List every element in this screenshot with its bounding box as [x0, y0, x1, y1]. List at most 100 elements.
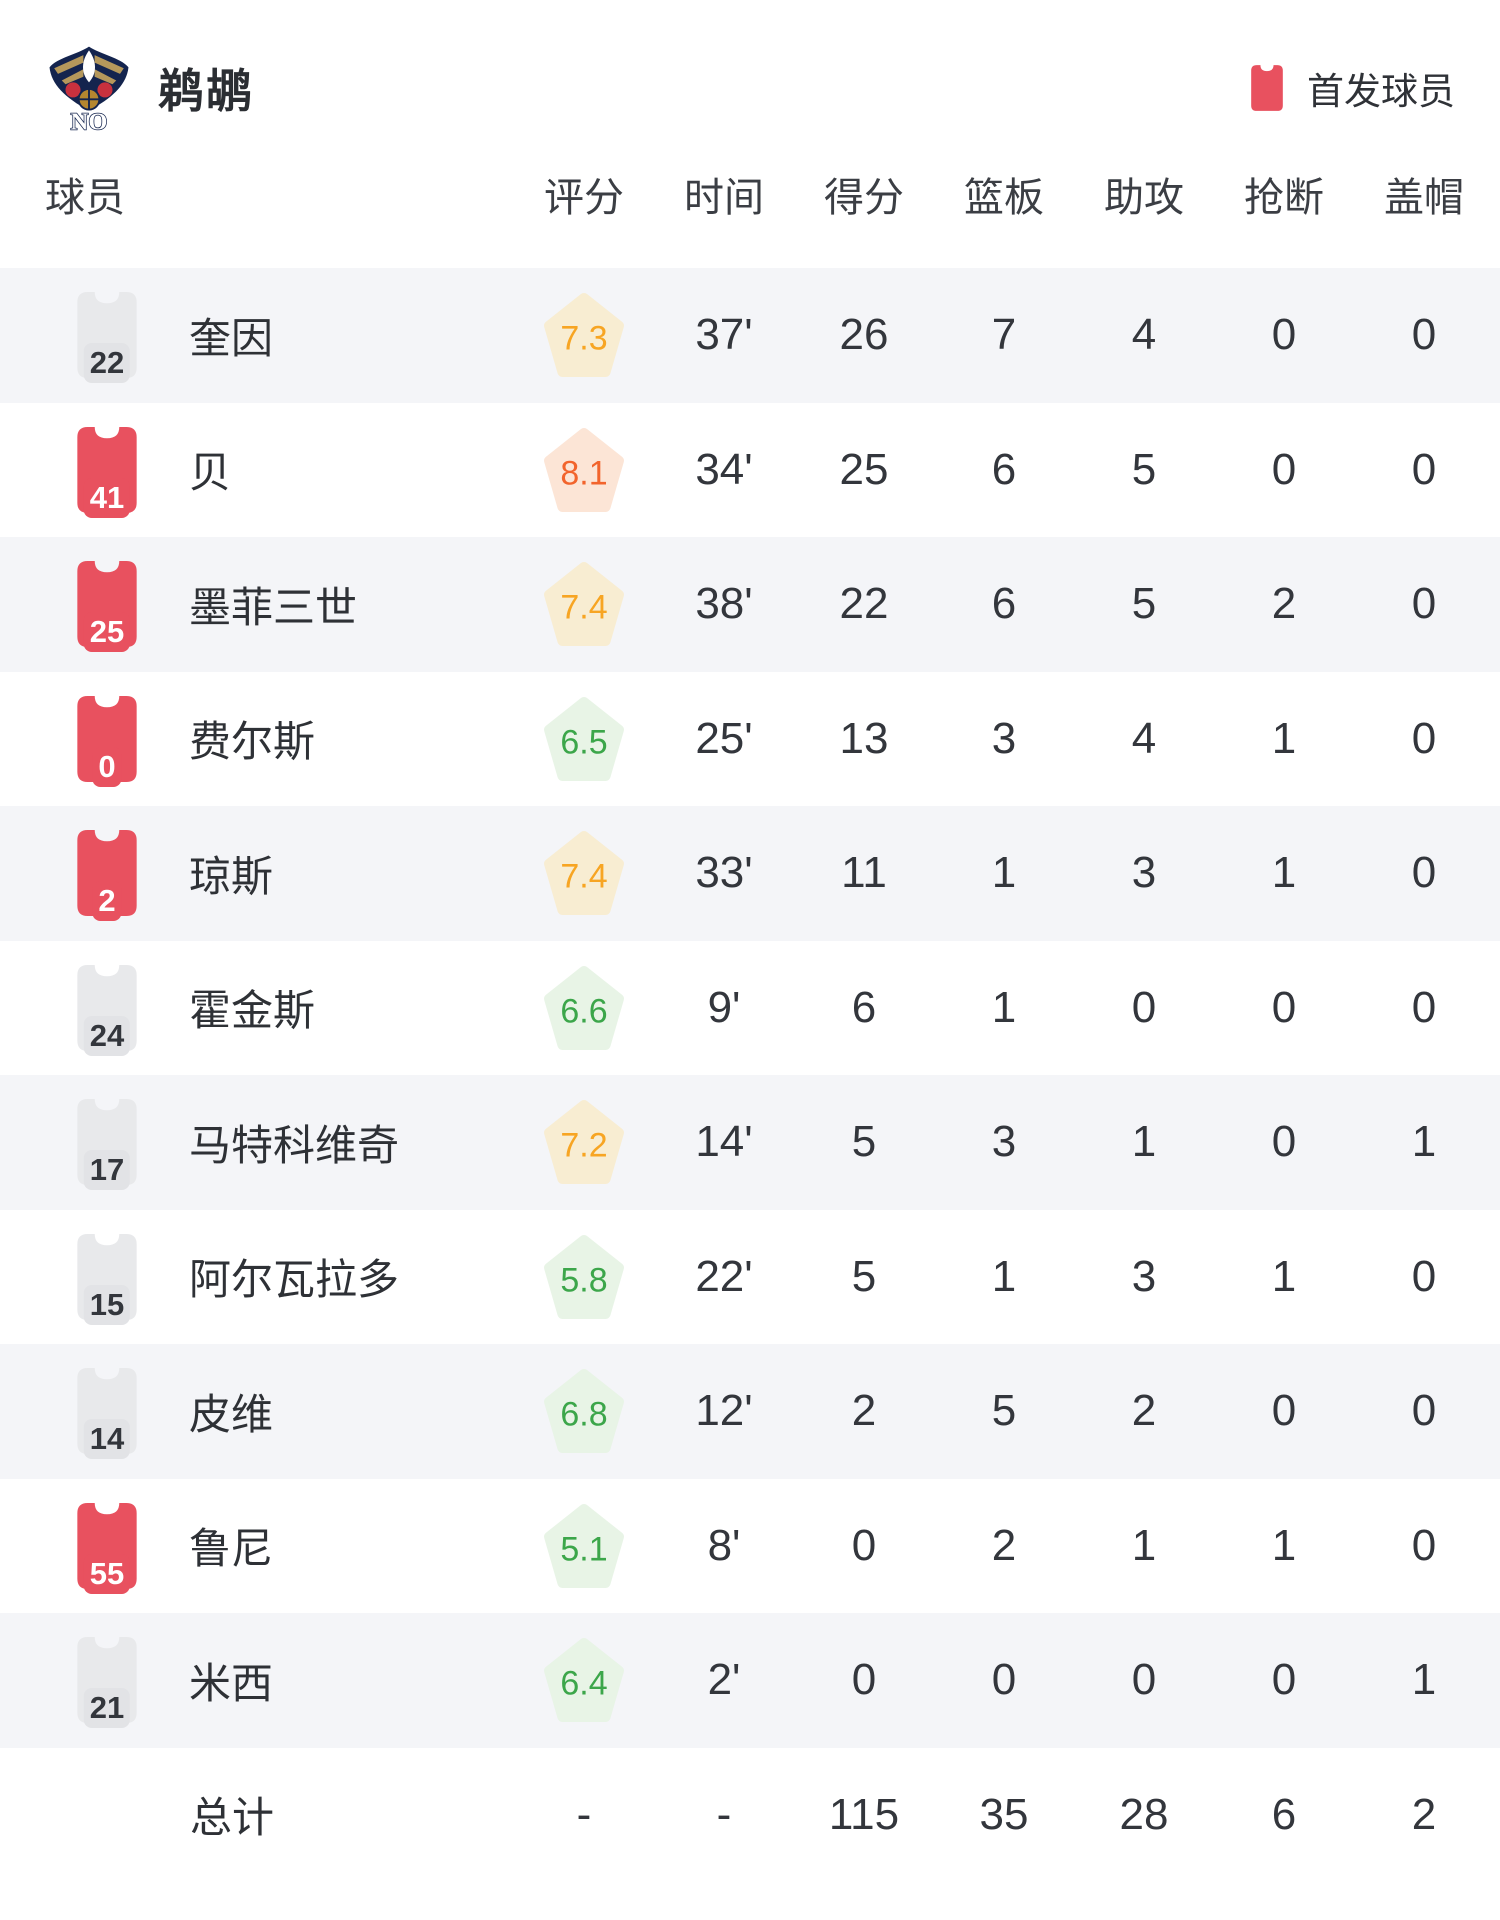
jersey-icon: 21 [73, 1635, 141, 1729]
jersey-number: 15 [83, 1284, 131, 1325]
points-value: 13 [839, 713, 889, 763]
blocks-value: 0 [1411, 713, 1437, 763]
jersey-icon: 22 [73, 290, 141, 384]
blocks-value: 0 [1411, 1251, 1437, 1301]
totals-points: 115 [828, 1789, 900, 1839]
column-header-points: 得分 [824, 176, 904, 220]
rebounds-value: 2 [991, 1520, 1017, 1570]
rating-badge: 7.3 [543, 292, 625, 378]
points-value: 22 [839, 579, 889, 629]
time-value: 14' [695, 1117, 753, 1167]
blocks-value: 0 [1411, 444, 1437, 494]
totals-assists: 28 [1119, 1789, 1169, 1839]
player-row[interactable]: 55 鲁尼 5.1 8' 0 2 1 1 0 [0, 1479, 1500, 1614]
rebounds-value: 3 [991, 713, 1017, 763]
blocks-value: 0 [1411, 848, 1437, 898]
rating-badge: 7.2 [543, 1099, 625, 1185]
player-name: 霍金斯 [189, 987, 316, 1035]
player-row[interactable]: 25 墨菲三世 7.4 38' 22 6 5 2 0 [0, 537, 1500, 672]
totals-label: 总计 [190, 1794, 275, 1842]
time-value: 34' [695, 444, 753, 494]
player-cell: 25 墨菲三世 [45, 559, 514, 653]
blocks-value: 0 [1411, 1520, 1437, 1570]
steals-value: 1 [1271, 1520, 1297, 1570]
rebounds-value: 6 [991, 444, 1017, 494]
points-value: 0 [851, 1655, 877, 1705]
player-row[interactable]: 41 贝 8.1 34' 25 6 5 0 0 [0, 403, 1500, 538]
rating-cell: 7.4 [514, 561, 654, 647]
assists-value: 4 [1131, 713, 1157, 763]
player-cell: 0 费尔斯 [45, 694, 514, 787]
player-row[interactable]: 15 阿尔瓦拉多 5.8 22' 5 1 3 1 0 [0, 1210, 1500, 1345]
assists-value: 2 [1131, 1386, 1157, 1436]
player-cell: 55 鲁尼 [45, 1501, 514, 1594]
player-row[interactable]: 2 琼斯 7.4 33' 11 1 3 1 0 [0, 806, 1500, 941]
player-cell: 41 贝 [45, 425, 514, 518]
jersey-icon: 24 [73, 963, 141, 1056]
rebounds-value: 3 [991, 1117, 1017, 1167]
rating-value: 8.1 [560, 454, 608, 493]
time-value: 37' [695, 310, 753, 360]
time-value: 22' [695, 1251, 753, 1301]
points-value: 5 [851, 1117, 877, 1167]
red-jersey-icon [1251, 65, 1283, 111]
blocks-value: 1 [1411, 1117, 1437, 1167]
player-cell: 21 米西 [45, 1635, 514, 1729]
assists-value: 5 [1131, 579, 1157, 629]
jersey-number: 2 [92, 881, 122, 922]
column-header-blocks: 盖帽 [1384, 176, 1464, 220]
player-row[interactable]: 14 皮维 6.8 12' 2 5 2 0 0 [0, 1344, 1500, 1479]
totals-row: 总计 - - 115 35 28 6 2 [0, 1747, 1500, 1882]
rating-cell: 6.8 [514, 1368, 654, 1454]
player-cell: 22 奎因 [45, 290, 514, 384]
jersey-icon: 2 [73, 828, 141, 922]
steals-value: 0 [1271, 1386, 1297, 1436]
page-header: NO 鹈鹕 首发球员 [0, 0, 1500, 136]
column-header-time: 时间 [684, 176, 764, 220]
assists-value: 3 [1131, 1251, 1157, 1301]
rating-value: 7.4 [560, 588, 608, 627]
rebounds-value: 5 [991, 1386, 1017, 1436]
time-value: 38' [695, 579, 753, 629]
assists-value: 1 [1131, 1117, 1157, 1167]
team-block: NO 鹈鹕 [42, 41, 254, 135]
player-row[interactable]: 0 费尔斯 6.5 25' 13 3 4 1 0 [0, 672, 1500, 807]
time-value: 9' [707, 982, 741, 1032]
assists-value: 4 [1131, 310, 1157, 360]
starter-legend-label: 首发球员 [1307, 71, 1455, 112]
player-rows: 22 奎因 7.3 37' 26 7 4 0 0 [0, 268, 1500, 1748]
jersey-number: 0 [92, 746, 122, 787]
steals-value: 1 [1271, 848, 1297, 898]
points-value: 0 [851, 1520, 877, 1570]
player-cell: 2 琼斯 [45, 828, 514, 922]
assists-value: 0 [1131, 982, 1157, 1032]
time-value: 8' [707, 1520, 741, 1570]
totals-blocks: 2 [1411, 1789, 1437, 1839]
rating-value: 6.4 [560, 1664, 608, 1703]
jersey-number: 22 [83, 343, 131, 384]
points-value: 5 [851, 1251, 877, 1301]
rating-cell: 6.4 [514, 1637, 654, 1723]
column-header-assists: 助攻 [1104, 176, 1184, 220]
player-row[interactable]: 22 奎因 7.3 37' 26 7 4 0 0 [0, 268, 1500, 403]
blocks-value: 0 [1411, 310, 1437, 360]
steals-value: 0 [1271, 1117, 1297, 1167]
steals-value: 0 [1271, 982, 1297, 1032]
player-row[interactable]: 17 马特科维奇 7.2 14' 5 3 1 0 1 [0, 1075, 1500, 1210]
blocks-value: 0 [1411, 982, 1437, 1032]
player-row[interactable]: 24 霍金斯 6.6 9' 6 1 0 0 0 [0, 941, 1500, 1076]
steals-value: 0 [1271, 1655, 1297, 1705]
player-row[interactable]: 21 米西 6.4 2' 0 0 0 0 1 [0, 1613, 1500, 1748]
steals-value: 0 [1271, 444, 1297, 494]
svg-text:NO: NO [71, 108, 108, 135]
rating-value: 7.2 [560, 1126, 608, 1165]
player-name: 琼斯 [189, 852, 274, 900]
jersey-number: 55 [83, 1553, 131, 1594]
totals-rating: - [576, 1789, 592, 1839]
table-column-header: 球员 评分 时间 得分 篮板 助攻 抢断 盖帽 [0, 154, 1500, 234]
rating-badge: 5.1 [543, 1503, 625, 1589]
jersey-icon: 0 [73, 694, 141, 787]
rating-cell: 7.3 [514, 292, 654, 378]
player-cell: 14 皮维 [45, 1366, 514, 1460]
